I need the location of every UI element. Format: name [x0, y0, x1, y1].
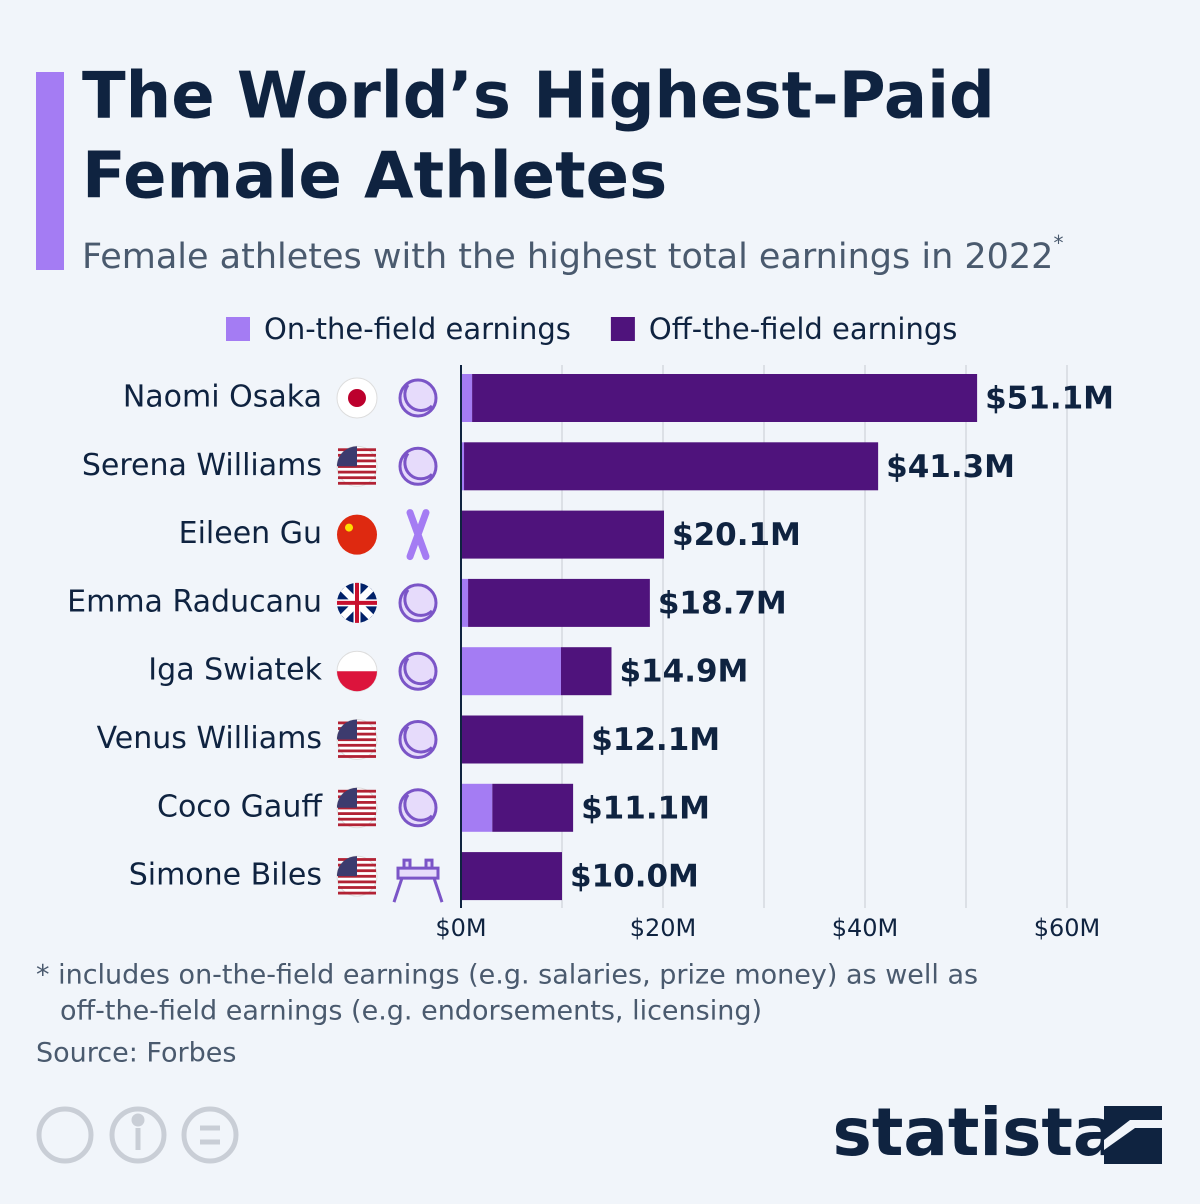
chart-title: Female Athletes [82, 140, 667, 214]
total-label: $51.1M [985, 381, 1114, 417]
flag-stripe [338, 817, 376, 821]
bar-segment [462, 715, 584, 764]
subtitle-text: Female athletes with the highest total e… [82, 237, 1053, 277]
row-icons [337, 509, 430, 561]
row-icons [336, 445, 438, 487]
footnote: off-the-field earnings (e.g. endorsement… [60, 996, 762, 1027]
bar-segment [462, 510, 665, 559]
flag [337, 514, 377, 555]
source: Source: Forbes [36, 1038, 236, 1069]
bar-segment [492, 783, 574, 832]
sport-icon-seam [403, 657, 434, 686]
flag-stripe [338, 874, 376, 878]
sport-icon-seam [403, 452, 434, 481]
flag-stripe [338, 823, 376, 827]
y-tick-label: Serena Williams [82, 448, 322, 483]
bar-segment [464, 442, 879, 491]
y-tick-label: Venus Williams [97, 721, 322, 756]
x-tick-label: $40M [832, 914, 899, 942]
bar-segment [461, 783, 493, 832]
total-label: $11.1M [581, 790, 710, 826]
legend-swatch [610, 317, 635, 341]
sport-icon-seam [403, 725, 434, 754]
flag-canton [337, 856, 357, 877]
bar-segment [560, 647, 612, 696]
license-icons [36, 1106, 239, 1164]
flag-stripe [338, 481, 376, 485]
flag-stripe [338, 465, 376, 468]
bar-segment [461, 647, 561, 696]
row-icons [336, 787, 438, 829]
flag-stripe [338, 470, 376, 474]
accent-bar [36, 72, 64, 270]
flag-stripe [338, 891, 376, 895]
x-tick-label: $0M [435, 914, 486, 942]
sport-icon-seam [403, 793, 434, 822]
flag-stripe [338, 743, 376, 747]
logo-mark [1104, 1106, 1162, 1164]
total-label: $20.1M [672, 517, 801, 553]
subtitle-note: * [1053, 231, 1063, 255]
legend-label: Off-the-field earnings [649, 312, 957, 346]
flag-canton [337, 446, 357, 467]
flag-star [345, 523, 353, 532]
bar-segment [461, 374, 473, 422]
row-icons [336, 650, 438, 692]
bar-segment [461, 442, 465, 491]
footnote: * includes on-the-field earnings (e.g. s… [36, 960, 978, 991]
y-tick-label: Simone Biles [129, 858, 322, 893]
logo: statista [833, 1094, 1118, 1171]
bar-segment [468, 578, 650, 627]
row-icons [336, 719, 438, 760]
y-tick-label: Emma Raducanu [67, 584, 322, 619]
legend-label: On-the-field earnings [264, 312, 571, 346]
bar-segment [461, 852, 562, 901]
flag-canton [337, 787, 357, 808]
flag-stripe [338, 812, 376, 815]
y-tick-label: Eileen Gu [179, 516, 322, 551]
total-label: $18.7M [658, 585, 787, 621]
sport-icon [392, 858, 444, 903]
y-tick-label: Naomi Osaka [123, 380, 322, 415]
flag-stripe [338, 880, 376, 884]
flag-stripe [338, 755, 376, 758]
flag-stripe [338, 886, 376, 889]
row-icons [336, 855, 444, 903]
total-label: $41.3M [886, 449, 1015, 485]
flag-half [337, 671, 377, 692]
flag-canton [337, 719, 357, 740]
flag-stripe [338, 749, 376, 753]
sport-icon-seam [403, 589, 434, 617]
y-tick-label: Coco Gauff [157, 789, 323, 824]
y-tick-label: Iga Swiatek [148, 653, 322, 688]
row-icons [336, 377, 438, 419]
chart-subtitle: Female athletes with the highest total e… [82, 231, 1063, 278]
total-label: $14.9M [619, 654, 748, 690]
flag-stripe [338, 806, 376, 810]
total-label: $10.0M [570, 859, 699, 895]
x-tick-label: $20M [630, 914, 697, 942]
chart-title: The World’s Highest-Paid [82, 60, 995, 134]
row-icons [337, 582, 438, 623]
flag-stripe [338, 476, 376, 480]
flag-cross [337, 582, 377, 623]
flag-stripe [338, 738, 376, 742]
legend-swatch [226, 317, 250, 341]
bar-segment [472, 374, 978, 422]
sport-icon [406, 509, 430, 561]
total-label: $12.1M [591, 722, 720, 758]
x-tick-label: $60M [1034, 914, 1101, 942]
flag-dot [348, 389, 366, 407]
bar-segment [461, 578, 469, 627]
sport-icon-seam [403, 384, 434, 412]
